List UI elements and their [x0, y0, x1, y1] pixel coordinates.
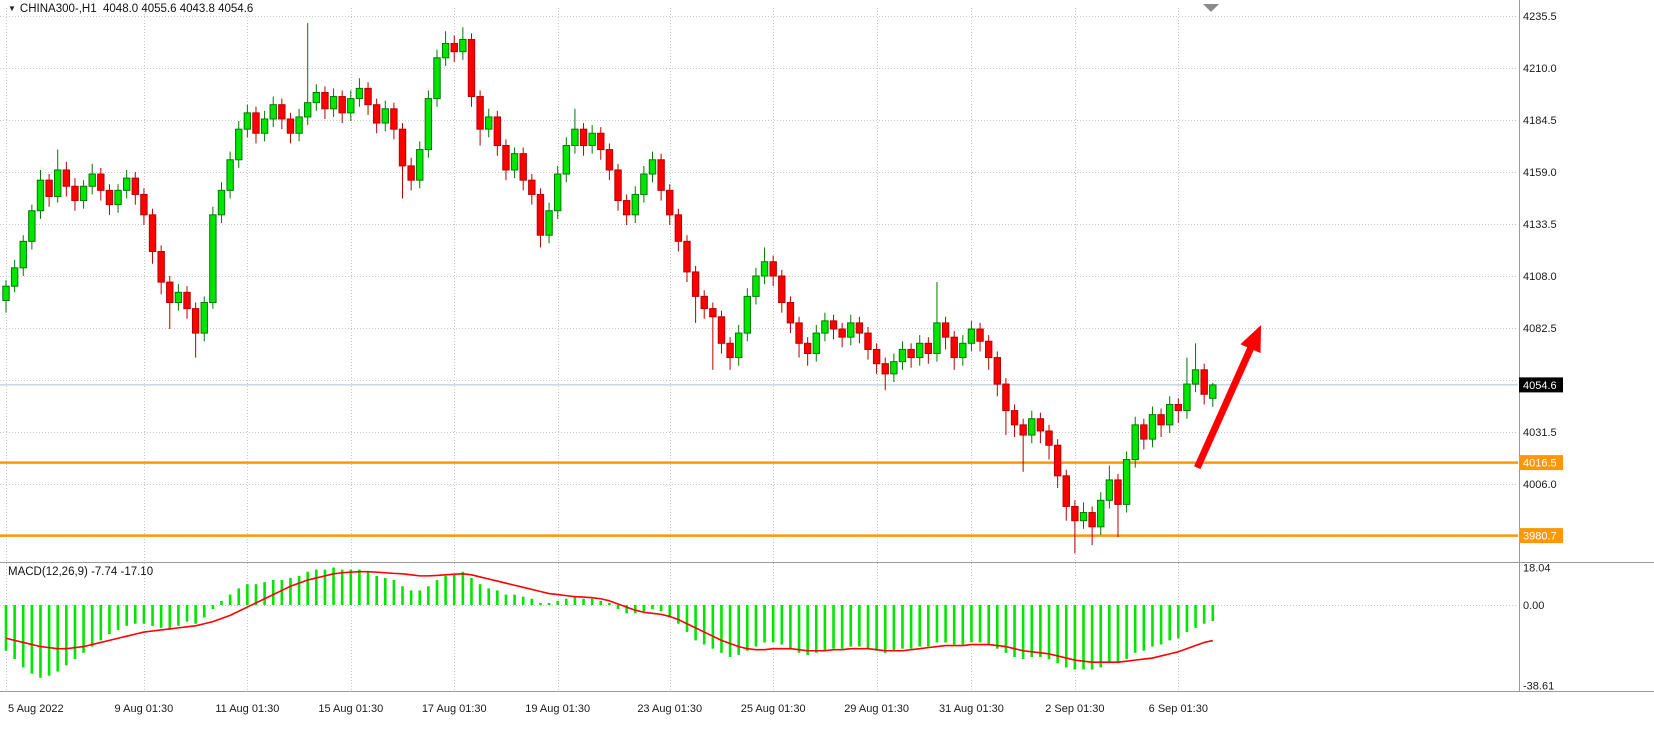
- price-axis-labels[interactable]: 4235.5 4210.0 4184.5 4159.0 4133.5 4108.0 4082…: [1523, 11, 1557, 692]
- macd-indicator-label: MACD(12,26,9) -7.74 -17.10: [8, 566, 154, 578]
- symbol-info: ▼ CHINA300-,H1 4048.0 4055.6 4043.8 4054…: [8, 3, 253, 15]
- macd-signal-line: [5, 570, 1213, 664]
- level-price-tag-0: 4016.5: [1519, 455, 1563, 471]
- trend-arrow-shaft[interactable]: [1194, 343, 1256, 470]
- svg-text:15 Aug 01:30: 15 Aug 01:30: [318, 703, 383, 715]
- svg-text:31 Aug 01:30: 31 Aug 01:30: [939, 703, 1004, 715]
- svg-text:4133.5: 4133.5: [1523, 219, 1557, 231]
- current-price-tag: 4054.6: [1519, 377, 1563, 393]
- svg-text:4108.0: 4108.0: [1523, 271, 1557, 283]
- time-axis-labels[interactable]: 5 Aug 2022 9 Aug 01:30 11 Aug 01:30 15 Aug …: [8, 703, 1208, 715]
- svg-text:19 Aug 01:30: 19 Aug 01:30: [525, 703, 590, 715]
- svg-text:4235.5: 4235.5: [1523, 11, 1557, 23]
- svg-text:5 Aug 2022: 5 Aug 2022: [8, 703, 64, 715]
- svg-text:18.04: 18.04: [1523, 562, 1551, 574]
- trend-arrow-head[interactable]: [1240, 324, 1262, 354]
- svg-text:4016.5: 4016.5: [1523, 458, 1557, 470]
- symbol-dropdown-icon[interactable]: ▼: [8, 4, 16, 13]
- svg-text:0.00: 0.00: [1523, 600, 1544, 612]
- svg-text:3980.7: 3980.7: [1523, 531, 1557, 543]
- svg-text:4210.0: 4210.0: [1523, 63, 1557, 75]
- svg-text:2 Sep 01:30: 2 Sep 01:30: [1045, 703, 1104, 715]
- svg-text:29 Aug 01:30: 29 Aug 01:30: [844, 703, 909, 715]
- svg-text:25 Aug 01:30: 25 Aug 01:30: [741, 703, 806, 715]
- svg-text:4054.6: 4054.6: [1523, 380, 1557, 392]
- svg-text:17 Aug 01:30: 17 Aug 01:30: [422, 703, 487, 715]
- svg-text:-38.61: -38.61: [1523, 680, 1554, 692]
- macd-histogram: [4, 567, 1215, 678]
- svg-text:4031.5: 4031.5: [1523, 427, 1557, 439]
- level-price-tag-1: 3980.7: [1519, 528, 1563, 544]
- svg-text:6 Sep 01:30: 6 Sep 01:30: [1149, 703, 1208, 715]
- chart-shift-marker-icon[interactable]: [1203, 4, 1219, 12]
- svg-text:9 Aug 01:30: 9 Aug 01:30: [115, 703, 174, 715]
- svg-text:4159.0: 4159.0: [1523, 167, 1557, 179]
- svg-text:23 Aug 01:30: 23 Aug 01:30: [637, 703, 702, 715]
- svg-text:4184.5: 4184.5: [1523, 115, 1557, 127]
- svg-text:4082.5: 4082.5: [1523, 323, 1557, 335]
- svg-text:11 Aug 01:30: 11 Aug 01:30: [215, 703, 279, 715]
- svg-text:4006.0: 4006.0: [1523, 479, 1557, 491]
- candles: [2, 23, 1217, 554]
- symbol-ohlc-label: CHINA300-,H1 4048.0 4055.6 4043.8 4054.6: [19, 3, 254, 15]
